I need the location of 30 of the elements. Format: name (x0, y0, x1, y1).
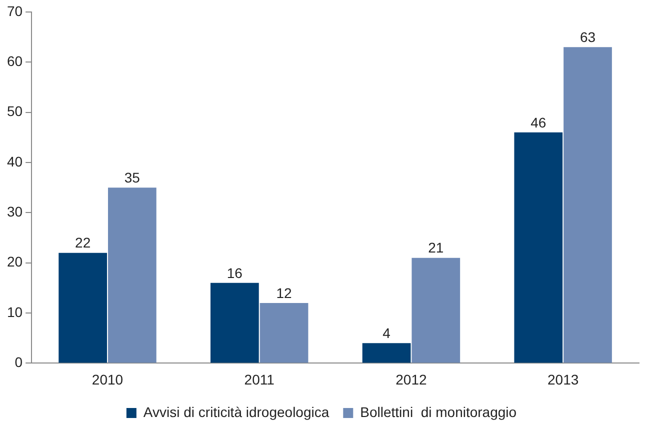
x-tick-label: 2011 (244, 371, 275, 388)
y-tick-label: 0 (14, 354, 23, 370)
y-tick-label: 50 (6, 103, 23, 120)
y-tick-label: 20 (6, 254, 23, 270)
x-tick-label: 2012 (396, 371, 427, 388)
bar (210, 282, 259, 363)
y-tick-label: 40 (6, 153, 23, 170)
data-label: 4 (382, 324, 391, 341)
y-tick-label: 60 (6, 53, 23, 70)
x-tick-label: 2010 (92, 371, 124, 388)
x-tick-label: 2013 (547, 371, 579, 388)
bar (260, 302, 308, 363)
bar (412, 258, 460, 363)
y-tick-label: 10 (6, 304, 23, 320)
data-label: 63 (580, 28, 596, 45)
bar (514, 132, 563, 363)
data-label: 46 (530, 114, 546, 130)
data-label: 12 (276, 284, 292, 301)
y-tick-label: 70 (6, 2, 23, 19)
bar (564, 47, 612, 363)
data-label: 21 (428, 240, 444, 256)
legend-label: Avvisi di criticità idrogeologica (143, 404, 330, 420)
data-label: 22 (75, 234, 91, 251)
bar (108, 188, 156, 363)
y-tick-label: 30 (6, 204, 23, 220)
data-label: 35 (124, 169, 140, 186)
legend-label: Bollettini di monitoraggio (360, 404, 517, 420)
data-label: 16 (226, 264, 243, 281)
bar (362, 343, 411, 363)
bar (58, 252, 108, 363)
